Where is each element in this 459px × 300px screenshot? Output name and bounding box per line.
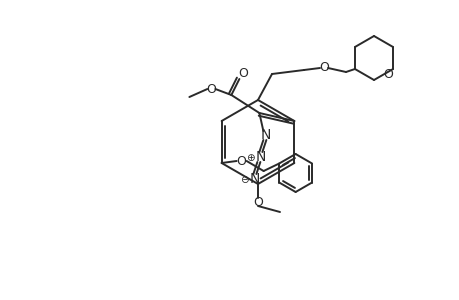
Text: N: N	[249, 172, 259, 186]
Text: O: O	[236, 154, 246, 167]
Text: N: N	[260, 128, 270, 142]
Text: O: O	[252, 196, 263, 208]
Text: O: O	[383, 68, 392, 81]
Text: N: N	[255, 150, 265, 164]
Text: ⊖: ⊖	[240, 175, 248, 185]
Text: ⊕: ⊕	[246, 153, 254, 163]
Text: O: O	[238, 67, 248, 80]
Text: O: O	[206, 82, 216, 95]
Text: O: O	[319, 61, 328, 74]
